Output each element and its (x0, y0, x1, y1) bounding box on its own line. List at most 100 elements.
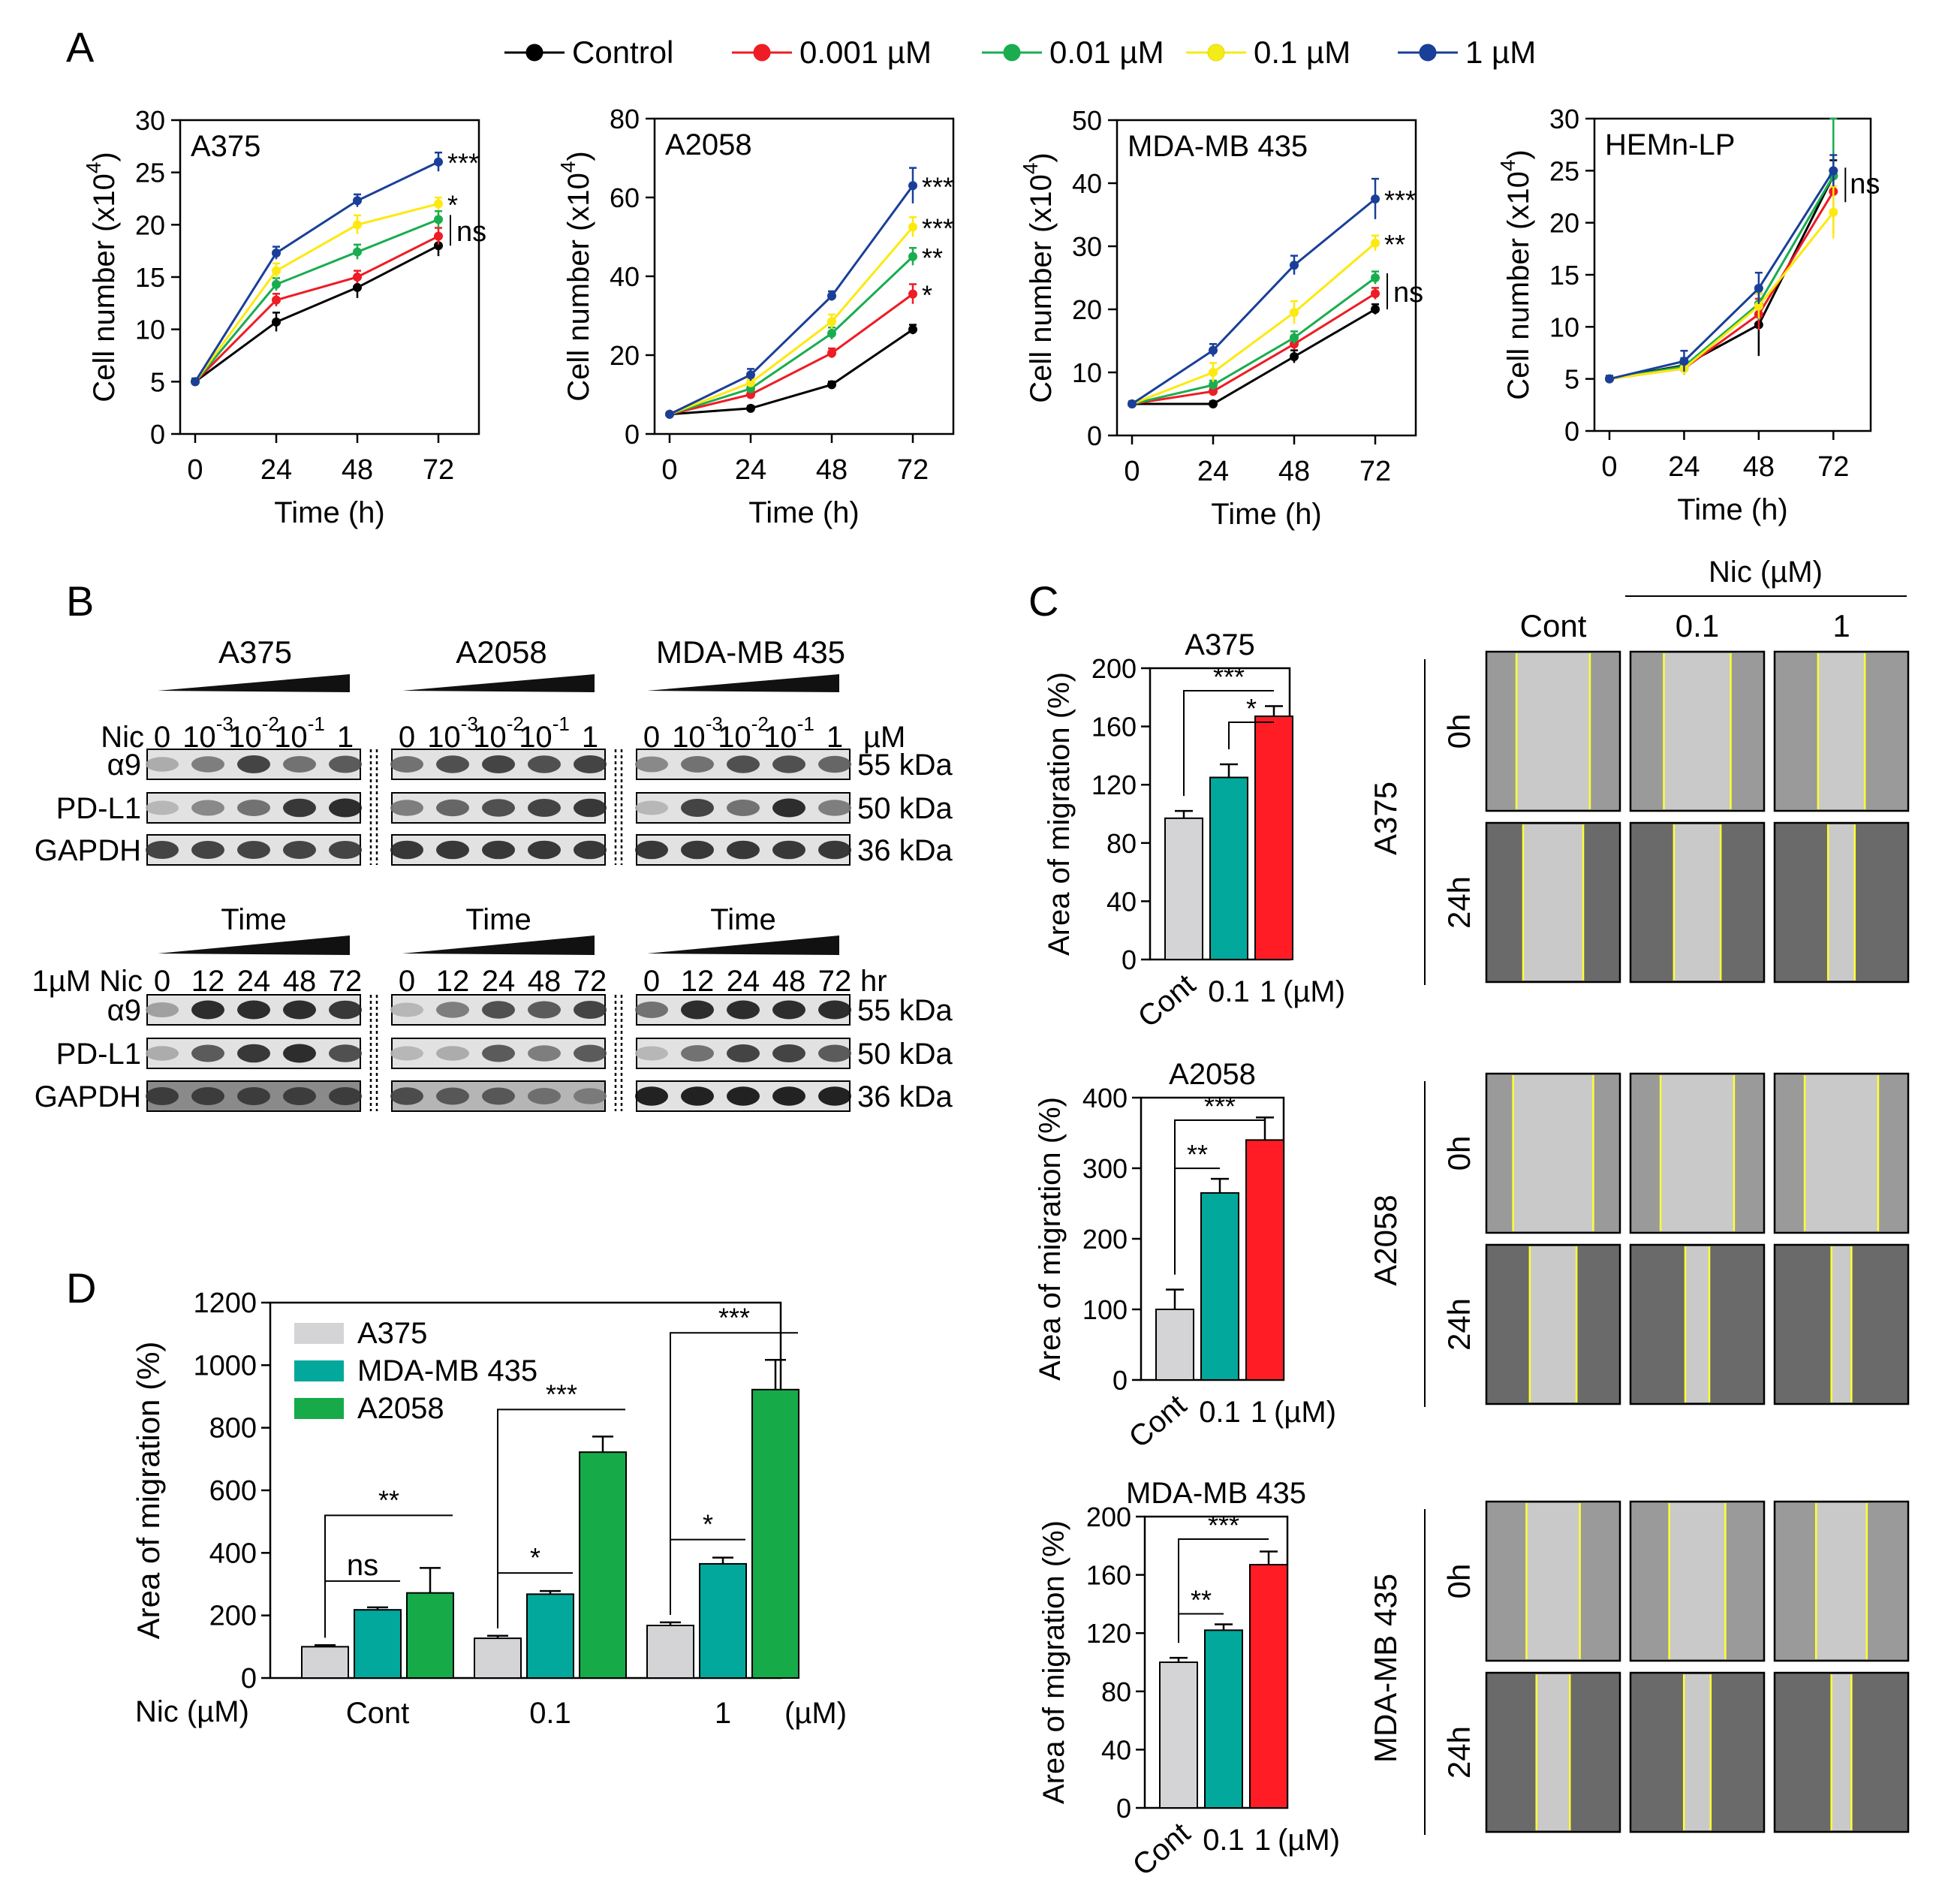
data-point-0-1-m (434, 199, 443, 209)
dose-lane-base: 10 (718, 721, 751, 754)
blot-band-pd-l1 (772, 798, 805, 818)
time-lane-label: 0 (643, 965, 660, 998)
blot-band-gapdh (482, 1087, 515, 1105)
chart-title: HEMn-LP (1605, 128, 1735, 161)
series-line-control (669, 328, 914, 416)
y-tick-label: 1000 (193, 1350, 257, 1381)
dose-lane-label: 10-2 (228, 712, 279, 754)
x-tick-label: 1 (715, 1697, 731, 1730)
plot-frame (179, 119, 480, 435)
data-point-1-m (191, 377, 200, 387)
wound-gap (1831, 1674, 1852, 1830)
y-tick-label: 80 (610, 104, 640, 134)
y-tick-label: 40 (610, 261, 640, 292)
x-tick-label: 72 (1817, 451, 1849, 483)
data-point-control (1371, 305, 1380, 314)
blot-band-gapdh (146, 841, 179, 859)
dose-lane-label: 1 (337, 721, 354, 754)
x-tick-label: 72 (1359, 456, 1391, 487)
chart-a375-growth: A375 0 5 10 15 20 25 30 0 24 48 72 Time (h) Cell numb… (82, 105, 486, 529)
y-tick-label: 400 (1082, 1083, 1128, 1113)
y-axis-label: Area of migration (%) (1034, 1097, 1067, 1381)
significance-label: ns (1850, 168, 1880, 200)
y-tick-label: 40 (1101, 1734, 1131, 1765)
time-lane-label: 48 (283, 965, 317, 998)
blot-band-gapdh (482, 840, 515, 860)
y-tick-label: 30 (135, 105, 165, 136)
legend-label-0-001-m: 0.001 µM (799, 35, 932, 70)
blot-band-gapdh (329, 1087, 362, 1105)
blot-band-pd-l1 (727, 800, 760, 816)
blot-band-9 (146, 1002, 179, 1017)
series-line-1-m (1609, 170, 1835, 381)
blot-band-9 (283, 1000, 316, 1020)
blot-band-pd-l1 (574, 798, 607, 818)
time-lane-label: 0 (154, 965, 170, 998)
x-tick-label: 48 (342, 454, 373, 486)
blot-band-pd-l1 (772, 1044, 805, 1062)
bar-1 (1249, 1564, 1288, 1809)
y-axis-label: Cell number (x104) (1496, 149, 1535, 399)
data-point-1-m (1209, 345, 1218, 355)
data-point-1-m (1128, 399, 1137, 408)
y-tick-label: 600 (209, 1475, 257, 1507)
data-point-0-01-m (1290, 333, 1299, 342)
dose-lane-exponent: -1 (552, 712, 570, 735)
blot-band-gapdh (390, 840, 423, 860)
protein-label-9: α9 (107, 994, 141, 1027)
time-lane-label: 48 (528, 965, 562, 998)
dose-lane-label: 10-3 (672, 712, 723, 754)
wound-gap (1673, 824, 1721, 981)
blot-band-pd-l1 (482, 799, 515, 817)
chart-grouped-migration: 0 200 400 600 800 1000 1200 Area of migration (… (131, 1288, 847, 1730)
data-point-0-1-m (827, 317, 836, 327)
wound-gap (1661, 1075, 1734, 1231)
series-line-0-01-m (1131, 276, 1376, 405)
chart-title: A2058 (665, 128, 752, 161)
chart-title: MDA-MB 435 (1126, 1477, 1306, 1510)
y-tick-label: 5 (1564, 364, 1579, 395)
wound-gap (1816, 1503, 1867, 1659)
blot-band-pd-l1 (283, 1044, 316, 1063)
y-tick-label: 25 (135, 158, 165, 188)
dose-lane-label: 10-1 (763, 712, 814, 754)
series-line-1-m (194, 161, 439, 383)
blot-band-gapdh (436, 840, 469, 860)
dose-gradient-wedge (402, 674, 595, 692)
blot-band-gapdh (681, 840, 714, 860)
x-unit-label: (µM) (784, 1697, 847, 1730)
blot-band-9 (635, 756, 668, 773)
blot-band-gapdh (329, 841, 362, 859)
blot-band-pd-l1 (818, 1044, 851, 1062)
x-tick-label: 48 (816, 454, 848, 486)
blot-band-gapdh (191, 841, 224, 859)
wound-gap (1805, 1075, 1878, 1231)
bar-a375-0-1 (474, 1637, 522, 1679)
blot-band-9 (818, 1000, 851, 1020)
blot-band-pd-l1 (390, 1046, 423, 1061)
blot-band-pd-l1 (818, 800, 851, 816)
wound-gap (1669, 1503, 1726, 1659)
bar-0-1 (1204, 1629, 1243, 1809)
panel-label-c: C (1028, 577, 1058, 625)
x-tick-label: 0 (187, 454, 203, 486)
time-unit: hr (860, 965, 887, 998)
blot-band-gapdh (436, 1087, 469, 1105)
bar-cont (1159, 1661, 1198, 1809)
y-tick-label: 15 (1549, 260, 1579, 291)
dose-lane-exponent: -2 (507, 712, 524, 735)
y-tick-label: 20 (610, 340, 640, 371)
y-tick-label: 160 (1091, 712, 1137, 743)
significance-label: *** (1208, 1510, 1239, 1541)
x-axis-label: Time (h) (1211, 498, 1321, 531)
data-point-0-001-m (1209, 387, 1218, 396)
chart-a2058-growth: A2058 0 20 40 60 80 0 24 48 72 Time (h) Cell number… (556, 104, 955, 529)
chart-title: A375 (1185, 628, 1254, 661)
x-unit-label: (µM) (1283, 975, 1345, 1008)
blot-band-pd-l1 (283, 798, 316, 818)
legend-label-control: Control (572, 35, 673, 70)
size-label: 50 kDa (857, 792, 953, 825)
legend-swatch-a2058 (294, 1398, 344, 1419)
series-line-0-1-m (1609, 211, 1835, 381)
blot-band-9 (727, 755, 760, 773)
